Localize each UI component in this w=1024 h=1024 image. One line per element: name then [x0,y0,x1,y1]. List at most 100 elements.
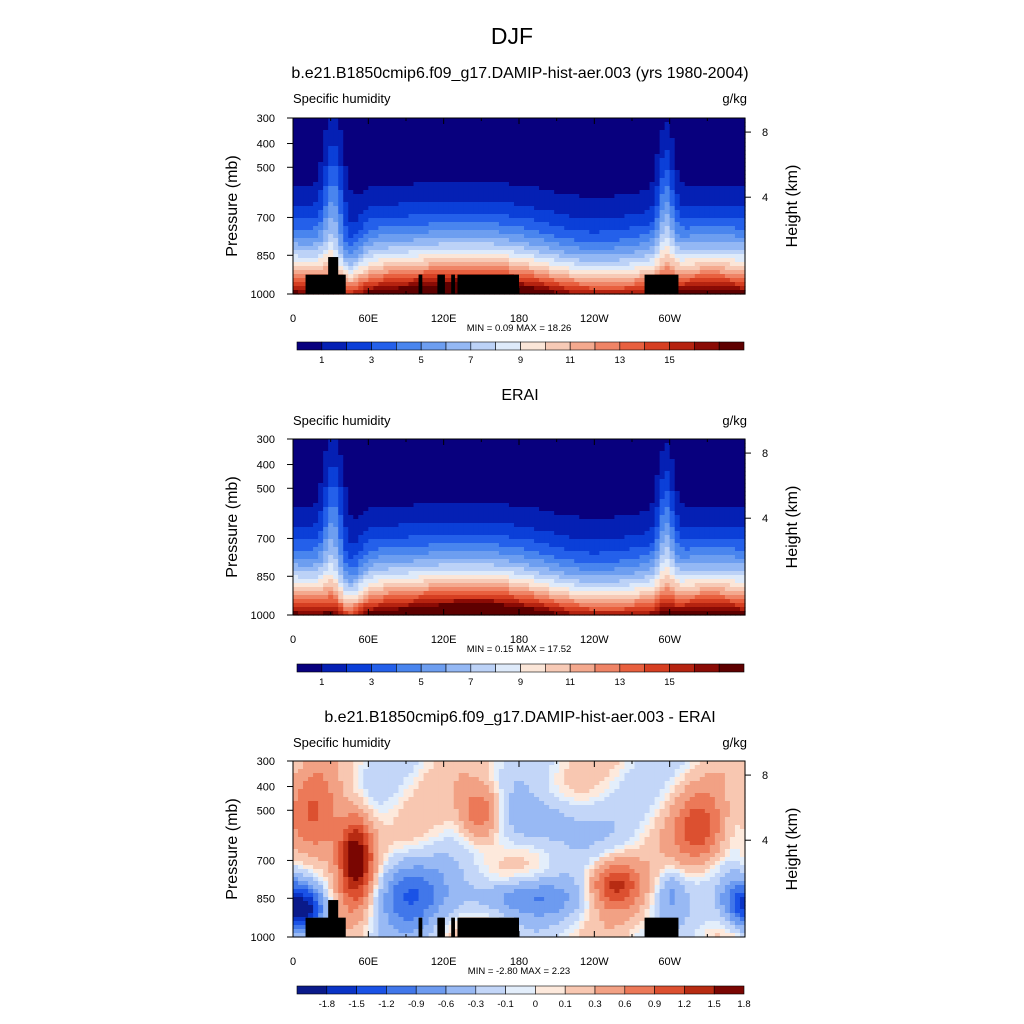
heatmap-cell [739,238,746,243]
heatmap-cell [408,158,415,163]
heatmap-cell [544,226,550,231]
heatmap-cell [639,218,646,223]
heatmap-cell [373,118,379,123]
heatmap-cell [323,146,329,151]
heatmap-cell [338,238,344,243]
heatmap-cell [649,226,656,231]
heatmap-cell [513,186,520,191]
heatmap-cell [483,258,490,263]
heatmap-cell [719,475,726,480]
heatmap-cell [734,467,741,472]
heatmap-cell [729,118,736,123]
heatmap-cell [428,218,435,223]
heatmap-cell [328,475,334,480]
heatmap-cell [413,447,420,452]
heatmap-cell [539,222,545,227]
heatmap-cell [388,246,395,251]
heatmap-cell [438,250,445,255]
heatmap-cell [293,162,299,167]
heatmap-cell [423,166,430,171]
heatmap-cell [559,178,565,183]
heatmap-cell [684,258,691,263]
heatmap-cell [629,262,636,267]
heatmap-cell [699,455,706,460]
heatmap-cell [363,447,369,452]
heatmap-cell [448,270,455,275]
heatmap-cell [498,186,505,191]
heatmap-cell [639,154,646,159]
heatmap-cell [378,262,384,267]
heatmap-cell [684,447,691,452]
heatmap-cell [584,282,590,287]
heatmap-cell [639,202,646,207]
heatmap-cell [609,230,616,235]
heatmap-cell [363,174,369,179]
heatmap-cell [388,182,395,187]
heatmap-cell [338,443,344,448]
heatmap-cell [298,198,304,203]
heatmap-cell [649,230,656,235]
heatmap-cell [584,198,590,203]
heatmap-cell [589,459,595,464]
heatmap-cell [544,290,550,295]
heatmap-cell [358,258,364,263]
heatmap-cell [614,222,621,227]
heatmap-cell [308,471,314,476]
heatmap-cell [498,162,505,167]
heatmap-cell [549,202,555,207]
heatmap-cell [498,238,505,243]
heatmap-cell [529,186,535,191]
heatmap-cell [604,198,610,203]
heatmap-cell [473,467,480,472]
colorbar-box [420,341,447,351]
heatmap-cell [664,443,671,448]
heatmap-cell [574,158,580,163]
heatmap-cell [378,226,384,231]
heatmap-cell [353,146,359,151]
heatmap-cell [699,439,706,444]
heatmap-cell [544,206,550,211]
heatmap-cell [529,174,535,179]
heatmap-cell [629,174,636,179]
heatmap-cell [529,250,535,255]
heatmap-cell [669,130,676,135]
heatmap-cell [724,150,731,155]
heatmap-cell [639,242,646,247]
heatmap-cell [699,202,706,207]
heatmap-cell [679,142,686,147]
heatmap-cell [569,475,575,480]
heatmap-cell [383,150,390,155]
heatmap-cell [488,234,495,239]
heatmap-cell [519,174,525,179]
heatmap-cell [373,146,379,151]
heatmap-cell [709,134,716,139]
heatmap-cell [468,242,475,247]
heatmap-cell [508,182,515,187]
heatmap-cell [333,186,339,191]
heatmap-cell [403,170,410,175]
heatmap-cell [679,270,686,275]
heatmap-cell [619,278,626,283]
heatmap-cell [503,146,510,151]
colorbar-box [594,341,621,351]
heatmap-cell [348,186,354,191]
heatmap-cell [689,210,696,215]
heatmap-cell [508,226,515,231]
heatmap-cell [363,206,369,211]
heatmap-cell [674,214,681,219]
heatmap-cell [413,142,420,147]
heatmap-cell [363,154,369,159]
heatmap-cell [368,142,374,147]
heatmap-cell [348,182,354,187]
heatmap-cell [478,447,485,452]
heatmap-cell [549,270,555,275]
heatmap-cell [659,122,666,127]
heatmap-cell [453,270,460,275]
heatmap-cell [488,194,495,199]
heatmap-cell [508,162,515,167]
heatmap-cell [519,118,525,123]
heatmap-cell [734,122,741,127]
heatmap-cell [398,178,405,183]
heatmap-cell [554,206,560,211]
heatmap-cell [348,467,354,472]
